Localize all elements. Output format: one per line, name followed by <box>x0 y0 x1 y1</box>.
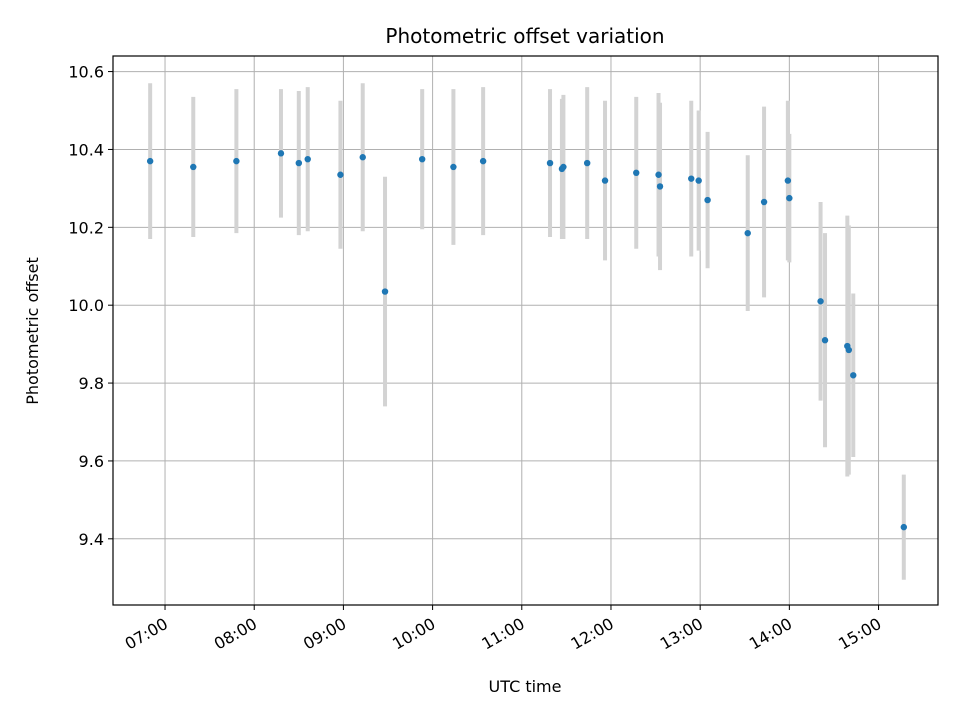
data-point <box>560 163 567 171</box>
x-tick-label: 07:00 <box>122 614 171 654</box>
data-point <box>190 163 197 171</box>
y-axis-title: Photometric offset <box>23 257 42 405</box>
x-tick-label: 11:00 <box>478 614 527 654</box>
x-tick-label: 14:00 <box>746 614 795 654</box>
data-point <box>655 171 662 178</box>
data-point <box>760 198 768 206</box>
x-tick-label: 12:00 <box>568 614 617 654</box>
data-point <box>146 157 154 165</box>
data-point <box>583 159 591 167</box>
error-bars <box>148 83 906 580</box>
data-point <box>704 196 711 204</box>
data-point <box>845 346 853 354</box>
x-tick-label: 09:00 <box>300 614 349 654</box>
data-point <box>359 154 366 161</box>
data-points <box>146 150 908 531</box>
data-point <box>744 229 751 237</box>
data-point <box>688 175 695 182</box>
plot-frame <box>112 55 939 606</box>
data-point <box>786 194 793 202</box>
data-point <box>817 298 824 305</box>
y-tick-label: 9.8 <box>79 374 104 393</box>
data-point <box>295 159 303 167</box>
data-point <box>277 150 285 157</box>
x-tick-label: 10:00 <box>389 614 438 654</box>
y-tick-label: 10.2 <box>68 218 104 237</box>
data-point <box>601 177 609 184</box>
data-point <box>821 337 829 344</box>
data-point <box>479 157 487 165</box>
y-tick-label: 9.6 <box>79 452 104 471</box>
y-tick-label: 10.4 <box>68 140 104 159</box>
data-point <box>900 523 908 531</box>
data-point <box>695 177 702 184</box>
data-point <box>633 169 640 177</box>
chart-title: Photometric offset variation <box>385 24 664 48</box>
y-tick-label: 9.4 <box>79 530 104 549</box>
x-axis-title: UTC time <box>489 677 562 696</box>
data-point <box>450 163 457 171</box>
x-tick-label: 13:00 <box>657 614 706 654</box>
data-point <box>418 155 426 163</box>
data-point <box>233 157 240 165</box>
grid-lines <box>113 56 938 605</box>
data-point <box>656 183 664 190</box>
data-point <box>337 171 344 178</box>
data-point <box>784 177 792 184</box>
data-point <box>850 372 857 379</box>
y-tick-label: 10.6 <box>68 63 104 82</box>
data-point <box>546 159 554 167</box>
x-tick-label: 15:00 <box>835 614 884 654</box>
y-tick-label: 10.0 <box>68 296 104 315</box>
data-point <box>304 155 311 163</box>
x-tick-label: 08:00 <box>211 614 260 654</box>
data-point <box>381 288 389 295</box>
